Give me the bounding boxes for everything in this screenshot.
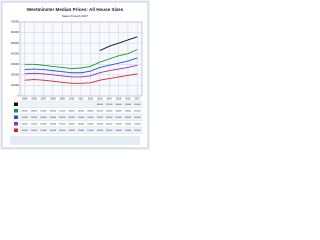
series-line	[24, 49, 138, 69]
y-tick-label: 600000	[11, 31, 20, 34]
y-tick-label: 500000	[11, 42, 20, 45]
table-cell: 220000	[78, 117, 84, 119]
x-tick-label: 2014	[106, 98, 112, 101]
x-tick-label: 2009	[60, 98, 66, 101]
y-tick-label: 700000	[11, 21, 20, 24]
table-cell: 250000	[40, 117, 46, 119]
table-cell: 235000	[87, 117, 93, 119]
x-tick-label: 2008	[50, 98, 56, 101]
table-cell: 150000	[40, 130, 46, 132]
series-line	[24, 73, 138, 84]
x-tick-label: 2007	[41, 98, 47, 101]
table-cell: 150000	[22, 130, 28, 132]
table-cell: 255000	[115, 123, 121, 125]
table-cell: 400000	[125, 110, 131, 112]
row-swatch	[14, 102, 18, 106]
table-cell: 210000	[22, 123, 28, 125]
table-cell: 130000	[59, 130, 65, 132]
table-cell: 260000	[68, 110, 74, 112]
series-line	[24, 57, 138, 74]
table-cell: 290000	[106, 117, 112, 119]
table-cell: 255000	[31, 117, 37, 119]
table-cell: 290000	[40, 110, 46, 112]
table-cell: 140000	[50, 130, 56, 132]
x-tick-label: 2011	[78, 98, 84, 101]
table-cell: 300000	[22, 110, 28, 112]
row-swatch	[14, 109, 18, 113]
chart-title: Westminster Median Prices: All House Siz…	[27, 7, 124, 12]
table-cell: 265000	[78, 110, 84, 112]
table-cell: 380000	[115, 110, 121, 112]
table-cell: 470000	[106, 104, 112, 106]
y-tick-label: 100000	[11, 84, 20, 87]
chart-subtitle: Sales through 2017	[62, 14, 88, 18]
table-cell: 210000	[40, 123, 46, 125]
x-tick-label: 2005	[22, 98, 28, 101]
table-cell: 440000	[134, 110, 140, 112]
row-swatch	[14, 122, 18, 126]
table-cell: 330000	[125, 117, 131, 119]
table-cell: 280000	[87, 110, 93, 112]
table-cell: 230000	[59, 117, 65, 119]
table-row	[19, 126, 143, 134]
x-tick-label: 2016	[125, 98, 131, 101]
x-tick-label: 2006	[31, 98, 37, 101]
table-cell: 290000	[134, 123, 140, 125]
table-cell: 500000	[115, 104, 121, 106]
table-cell: 200000	[50, 123, 56, 125]
table-cell: 220000	[68, 117, 74, 119]
table-cell: 180000	[78, 123, 84, 125]
y-tick-label: 300000	[11, 63, 20, 66]
table-cell: 530000	[125, 104, 131, 106]
y-tick-label: 400000	[11, 52, 20, 55]
series-line	[99, 36, 138, 51]
table-cell: 155000	[31, 130, 37, 132]
table-cell: 190000	[87, 123, 93, 125]
table-cell: 270000	[125, 123, 131, 125]
x-tick-label: 2013	[97, 98, 103, 101]
table-cell: 360000	[134, 117, 140, 119]
table-cell: 270000	[97, 117, 103, 119]
table-cell: 310000	[115, 117, 121, 119]
table-cell: 165000	[106, 130, 112, 132]
table-cell: 350000	[106, 110, 112, 112]
x-tick-label: 2017	[135, 98, 141, 101]
table-cell: 190000	[59, 123, 65, 125]
table-row	[19, 100, 143, 108]
y-tick-label: 0	[18, 95, 20, 98]
y-tick-label: 200000	[11, 73, 20, 76]
x-tick-label: 2015	[116, 98, 122, 101]
row-swatch	[14, 115, 18, 119]
table-cell: 215000	[31, 123, 37, 125]
table-cell: 320000	[97, 110, 103, 112]
table-cell: 560000	[134, 104, 140, 106]
table-cell: 430000	[97, 104, 103, 106]
table-cell: 180000	[115, 130, 121, 132]
footer	[10, 136, 140, 145]
table-cell: 180000	[68, 123, 74, 125]
table-cell: 210000	[134, 130, 140, 132]
table-cell: 150000	[97, 130, 103, 132]
chart: Westminster Median Prices: All House Siz…	[0, 0, 150, 150]
table-cell: 240000	[106, 123, 112, 125]
table-cell: 270000	[59, 110, 65, 112]
series-line	[24, 64, 138, 78]
table-cell: 120000	[78, 130, 84, 132]
table-cell: 240000	[50, 117, 56, 119]
x-tick-label: 2010	[69, 98, 75, 101]
table-cell: 250000	[22, 117, 28, 119]
table-cell: 195000	[125, 130, 131, 132]
table-cell: 125000	[87, 130, 93, 132]
table-cell: 120000	[68, 130, 74, 132]
x-tick-label: 2012	[88, 98, 94, 101]
table-cell: 220000	[97, 123, 103, 125]
table-cell: 280000	[50, 110, 56, 112]
row-swatch	[14, 128, 18, 132]
table-cell: 300000	[31, 110, 37, 112]
